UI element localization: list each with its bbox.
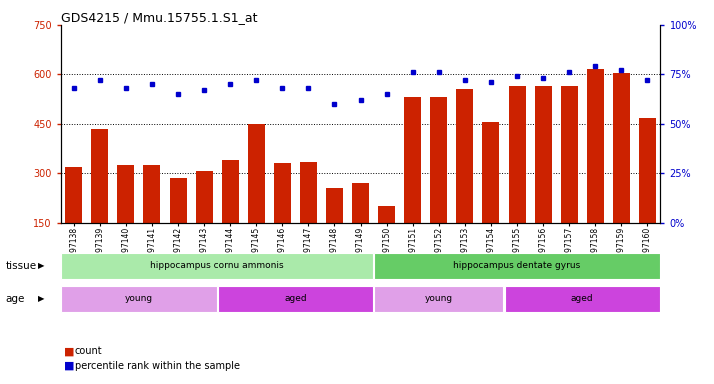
Bar [374, 253, 660, 279]
Bar [144, 165, 161, 272]
Text: young: young [425, 294, 453, 303]
Bar [91, 129, 109, 272]
Bar [505, 286, 660, 311]
Bar [456, 89, 473, 272]
Text: ▶: ▶ [38, 294, 45, 303]
Text: young: young [125, 294, 153, 303]
Text: count: count [75, 346, 103, 356]
Bar [65, 167, 82, 272]
Bar [326, 188, 343, 272]
Bar [169, 178, 186, 272]
Bar [404, 98, 421, 272]
Bar [300, 162, 317, 272]
Bar [117, 165, 134, 272]
Bar [61, 253, 373, 279]
Bar [374, 286, 503, 311]
Bar [196, 170, 213, 272]
Bar [587, 70, 604, 272]
Text: age: age [6, 293, 25, 304]
Bar [613, 73, 630, 272]
Bar [218, 286, 373, 311]
Bar [639, 118, 656, 272]
Bar [378, 206, 395, 272]
Text: aged: aged [571, 294, 593, 303]
Bar [535, 86, 552, 272]
Text: tissue: tissue [6, 261, 37, 271]
Bar [352, 182, 369, 272]
Bar [431, 98, 447, 272]
Bar [560, 86, 578, 272]
Bar [483, 122, 499, 272]
Bar [61, 286, 216, 311]
Text: ■: ■ [64, 346, 75, 356]
Text: ▶: ▶ [38, 262, 45, 270]
Text: percentile rank within the sample: percentile rank within the sample [75, 361, 240, 371]
Bar [248, 124, 265, 272]
Text: aged: aged [284, 294, 307, 303]
Text: hippocampus cornu ammonis: hippocampus cornu ammonis [151, 262, 284, 270]
Text: hippocampus dentate gyrus: hippocampus dentate gyrus [453, 262, 580, 270]
Text: ■: ■ [64, 361, 75, 371]
Bar [508, 86, 526, 272]
Bar [274, 164, 291, 272]
Bar [222, 160, 238, 272]
Text: GDS4215 / Mmu.15755.1.S1_at: GDS4215 / Mmu.15755.1.S1_at [61, 11, 257, 24]
